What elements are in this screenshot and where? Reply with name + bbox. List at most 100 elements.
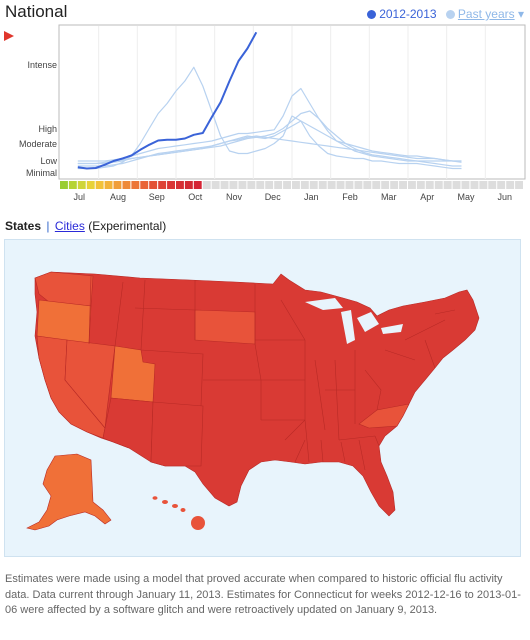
activity-week-cell [292, 181, 300, 189]
y-label-high: High [38, 124, 57, 134]
activity-week-cell [381, 181, 390, 189]
state-south-dakota[interactable] [194, 309, 256, 345]
x-tick-label: Nov [226, 192, 243, 202]
activity-week-cell [274, 181, 283, 189]
footer-note: Estimates were made using a model that p… [5, 573, 521, 616]
legend-past-years[interactable]: Past years ▾ [445, 7, 524, 21]
hawaii-island-4 [180, 508, 186, 512]
activity-week-cell [149, 181, 158, 189]
activity-week-cell [452, 181, 461, 189]
y-label-moderate: Moderate [19, 139, 57, 149]
current-season-dot-icon [367, 10, 377, 19]
x-tick-label: Aug [110, 192, 126, 202]
activity-week-cell [140, 181, 149, 189]
activity-week-cell [318, 181, 327, 189]
chevron-down-icon[interactable]: ▾ [517, 7, 524, 21]
activity-week-cell [211, 181, 220, 189]
x-tick-label: May [457, 192, 475, 202]
page-title: National [5, 2, 68, 21]
activity-week-cell [300, 181, 309, 189]
x-tick-label: Jul [74, 192, 86, 202]
activity-week-cell [193, 181, 202, 189]
past-season-line-5 [77, 135, 462, 165]
x-tick-label: Mar [381, 192, 397, 202]
past-season-line-3 [77, 110, 462, 167]
hawaii-island-2 [162, 500, 168, 504]
activity-week-cell [443, 181, 452, 189]
x-tick-label: Dec [265, 192, 282, 202]
state-borders [88, 275, 456, 471]
state-nevada[interactable] [64, 339, 116, 429]
state-arizona[interactable] [102, 397, 154, 463]
map-tabs: States | Cities (Experimental) [5, 219, 166, 233]
activity-week-cell [220, 181, 229, 189]
activity-week-cell [488, 181, 497, 189]
state-alaska[interactable] [26, 453, 112, 531]
current-week-marker-icon[interactable] [4, 31, 14, 41]
hawaii-island-3 [172, 504, 178, 508]
x-tick-label: Feb [342, 192, 358, 202]
past-years-dot-icon [445, 10, 455, 19]
y-label-low: Low [40, 156, 57, 166]
current-season-line [77, 31, 258, 170]
flu-trend-chart: Intense High Moderate Low Minimal Jul Aug… [4, 24, 526, 202]
activity-week-cell [479, 181, 488, 189]
current-season-line-path [77, 31, 258, 170]
activity-week-cell [238, 181, 247, 189]
hawaii-island-1 [152, 496, 158, 500]
activity-week-cell [363, 181, 372, 189]
activity-week-cell [229, 181, 238, 189]
state-new-mexico[interactable] [150, 401, 204, 467]
gridlines [98, 26, 486, 179]
activity-week-cell [390, 181, 399, 189]
activity-week-cell [497, 181, 506, 189]
activity-week-cell [176, 181, 184, 189]
activity-week-cell [506, 181, 515, 189]
activity-week-cell [60, 181, 68, 189]
activity-week-cell [372, 181, 381, 189]
legend-current-label: 2012-2013 [379, 7, 437, 21]
y-label-minimal: Minimal [26, 168, 57, 178]
activity-week-cell [158, 181, 167, 189]
activity-week-cell [416, 181, 425, 189]
us-map-svg [26, 271, 480, 531]
past-season-lines [77, 66, 462, 170]
x-axis-labels: Jul Aug Sep Oct Nov Dec Jan Feb Mar Apr May Jun [74, 192, 512, 202]
x-tick-label: Apr [420, 192, 434, 202]
activity-week-cell [104, 181, 113, 189]
x-tick-label: Sep [149, 192, 165, 202]
activity-week-cell [399, 181, 407, 189]
activity-week-cell [86, 181, 95, 189]
activity-week-cell [247, 181, 256, 189]
tab-cities[interactable]: Cities [54, 219, 85, 233]
state-north-carolina[interactable] [358, 403, 410, 429]
activity-week-cell [77, 181, 86, 189]
past-years-link[interactable]: Past years [457, 7, 515, 21]
activity-week-cell [131, 181, 140, 189]
past-season-line-1 [77, 66, 462, 170]
activity-week-cell [256, 181, 265, 189]
x-tick-label: Oct [188, 192, 203, 202]
activity-week-cell [283, 181, 291, 189]
activity-week-cell [122, 181, 131, 189]
tab-cities-note: (Experimental) [84, 219, 167, 233]
chart-legend: 2012-2013 Past years ▾ [367, 7, 524, 21]
past-season-line-2 [77, 87, 462, 162]
activity-week-cell [202, 181, 211, 189]
tab-states[interactable]: States [5, 219, 42, 233]
legend-current-season[interactable]: 2012-2013 [367, 7, 440, 21]
activity-week-cell [265, 181, 274, 189]
y-label-intense: Intense [27, 60, 57, 70]
state-hawaii[interactable] [152, 496, 206, 530]
activity-week-cell [425, 181, 434, 189]
activity-level-bar [60, 181, 523, 189]
activity-week-cell [461, 181, 470, 189]
activity-week-cell [95, 181, 104, 189]
activity-week-cell [470, 181, 479, 189]
activity-week-cell [184, 181, 193, 189]
activity-week-cell [408, 181, 416, 189]
activity-week-cell [515, 181, 523, 189]
activity-week-cell [327, 181, 336, 189]
us-flu-map[interactable] [4, 239, 521, 557]
activity-week-cell [336, 181, 345, 189]
